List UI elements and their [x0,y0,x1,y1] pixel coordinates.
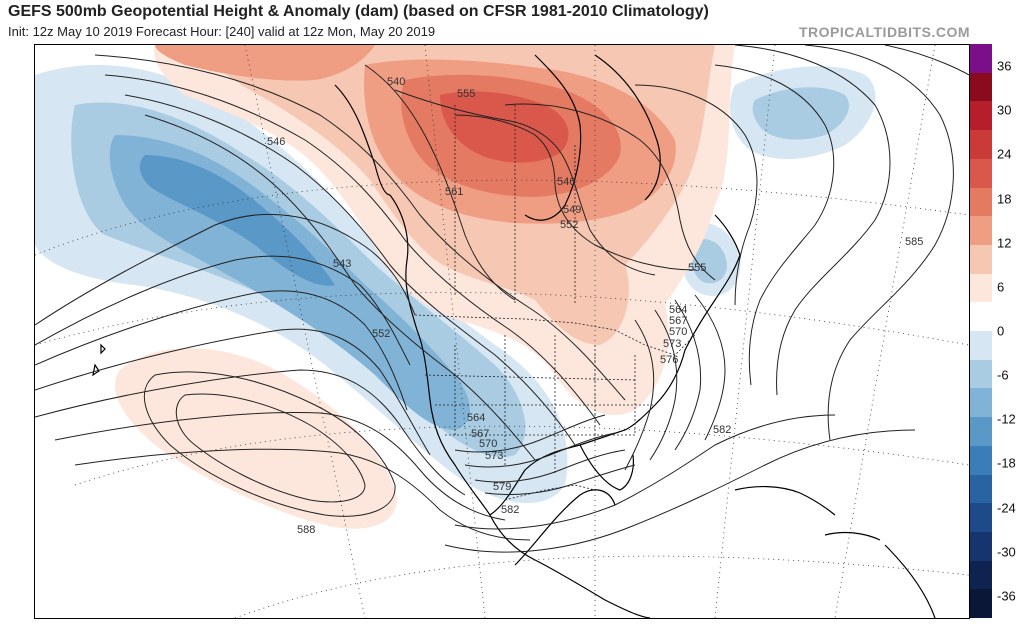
graticule [35,45,969,618]
colorbar-swatch [970,130,992,160]
colorbar-swatch [970,187,992,217]
contour-label-585: 585 [905,236,923,248]
contour-label-582a: 582 [501,504,519,516]
colorbar-swatch [970,474,992,504]
colorbar-swatch [970,244,992,275]
colorbar-swatch [970,503,992,533]
colorbar-swatch [970,216,992,246]
colorbar-tick-label: 36 [997,58,1012,74]
map-canvas: 540 546 555 546 561 549 552 543 552 555 … [35,45,969,618]
colorbar-swatch [970,158,992,188]
contour-label-570b: 570 [479,438,497,450]
anomaly-colorbar: 36 30 24 18 12 6 0 -6 -12 -18 -24 -30 -36 [970,44,1024,619]
colorbar-tick-label: 0 [997,323,1005,339]
colorbar-tick-label: 6 [997,279,1005,295]
colorbar-swatch [970,44,992,74]
contour-label-552b: 552 [372,328,390,340]
map-panel: 540 546 555 546 561 549 552 543 552 555 … [34,44,970,619]
contour-label-561: 561 [445,186,463,198]
negative-anomaly-atlantic [681,66,876,296]
contour-label-543: 543 [333,258,351,270]
contour-label-564b: 564 [467,412,485,424]
colorbar-swatch [970,417,992,447]
colorbar-swatch [970,331,992,361]
colorbar-swatch [970,359,992,389]
colorbar-tick-label: -18 [997,455,1016,471]
contour-label-579: 579 [493,481,511,493]
colorbar-tick-label: -30 [997,544,1016,560]
contour-label-546a: 546 [267,136,285,148]
colorbar-swatch [970,302,992,332]
contour-labels: 540 546 555 546 561 549 552 543 552 555 … [267,76,923,536]
colorbar-swatch [970,388,992,418]
colorbar-tick-label: -12 [997,411,1016,427]
contour-label-546b: 546 [557,176,575,188]
negative-anomaly-pacific [35,65,568,504]
contour-label-567a: 567 [669,315,687,327]
colorbar-tick-label: 24 [997,146,1012,162]
colorbar-tick-label: -24 [997,500,1016,516]
height-contours [35,45,969,553]
contour-label-552a: 552 [560,219,578,231]
colorbar-swatch [970,445,992,475]
positive-anomaly-canada [154,45,736,416]
contour-label-549: 549 [563,204,581,216]
contour-label-588: 588 [297,524,315,536]
colorbar-swatch [970,531,992,562]
colorbar-tick-label: 30 [997,102,1012,118]
brand-watermark: TROPICALTIDBITS.COM [798,24,970,40]
contour-label-576: 576 [660,354,678,366]
colorbar-swatch [970,560,992,590]
colorbar-tick-label: 18 [997,191,1012,207]
contour-label-573b: 573 [485,450,503,462]
contour-label-555a: 555 [457,88,475,100]
colorbar-swatch [970,101,992,131]
contour-label-567b: 567 [471,428,489,440]
colorbar-swatch [970,273,992,303]
contour-label-540: 540 [387,76,405,88]
contour-label-555b: 555 [688,262,706,274]
colorbar-tick-label: 12 [997,235,1012,251]
contour-label-573a: 573 [663,338,681,350]
colorbar-swatch [970,589,992,619]
contour-label-564a: 564 [669,304,687,316]
positive-anomaly-subtropical-pacific [114,348,397,529]
colorbar-swatch [970,72,992,102]
map-subtitle: Init: 12z May 10 2019 Forecast Hour: [24… [8,24,436,39]
contour-label-570a: 570 [669,326,687,338]
colorbar-tick-label: -36 [997,588,1016,604]
contour-label-582b: 582 [713,424,731,436]
colorbar-tick-label: -6 [997,367,1009,383]
map-title: GEFS 500mb Geopotential Height & Anomaly… [8,3,709,20]
